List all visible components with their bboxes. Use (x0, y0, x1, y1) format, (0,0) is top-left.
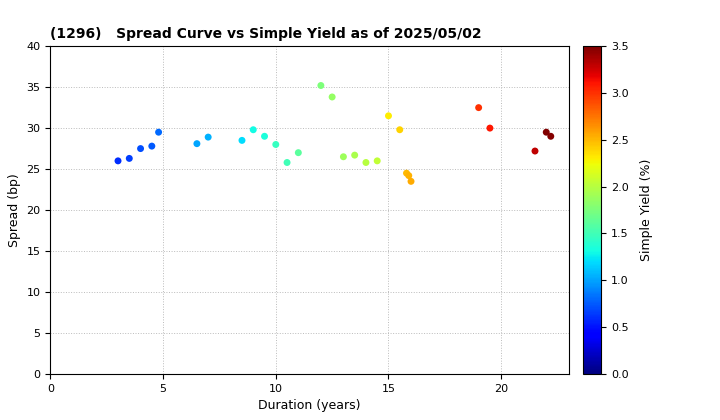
Point (202, 134, 214, 140)
Point (405, 178, 417, 185)
Point (258, 133, 270, 139)
Point (292, 149, 304, 156)
Point (153, 129, 164, 136)
Point (135, 145, 146, 152)
Point (473, 104, 485, 111)
Point (401, 170, 413, 176)
Y-axis label: Spread (bp): Spread (bp) (8, 173, 21, 247)
Point (349, 152, 361, 158)
Point (360, 159, 372, 166)
Point (191, 140, 202, 147)
Text: (1296)   Spread Curve vs Simple Yield as of 2025/05/02: (1296) Spread Curve vs Simple Yield as o… (50, 27, 482, 41)
Point (236, 137, 248, 144)
Point (270, 141, 282, 148)
Point (315, 82, 327, 89)
Point (403, 172, 415, 179)
Point (541, 129, 552, 136)
Point (372, 158, 383, 164)
Point (146, 143, 158, 150)
Point (529, 148, 541, 155)
Point (124, 155, 135, 162)
Point (112, 158, 124, 164)
Point (248, 126, 259, 133)
X-axis label: Duration (years): Duration (years) (258, 399, 361, 412)
Point (484, 125, 495, 131)
Point (282, 159, 293, 166)
Point (545, 133, 557, 139)
Point (326, 94, 338, 100)
Point (383, 113, 395, 119)
Point (338, 153, 349, 160)
Y-axis label: Simple Yield (%): Simple Yield (%) (640, 159, 653, 261)
Point (394, 126, 405, 133)
